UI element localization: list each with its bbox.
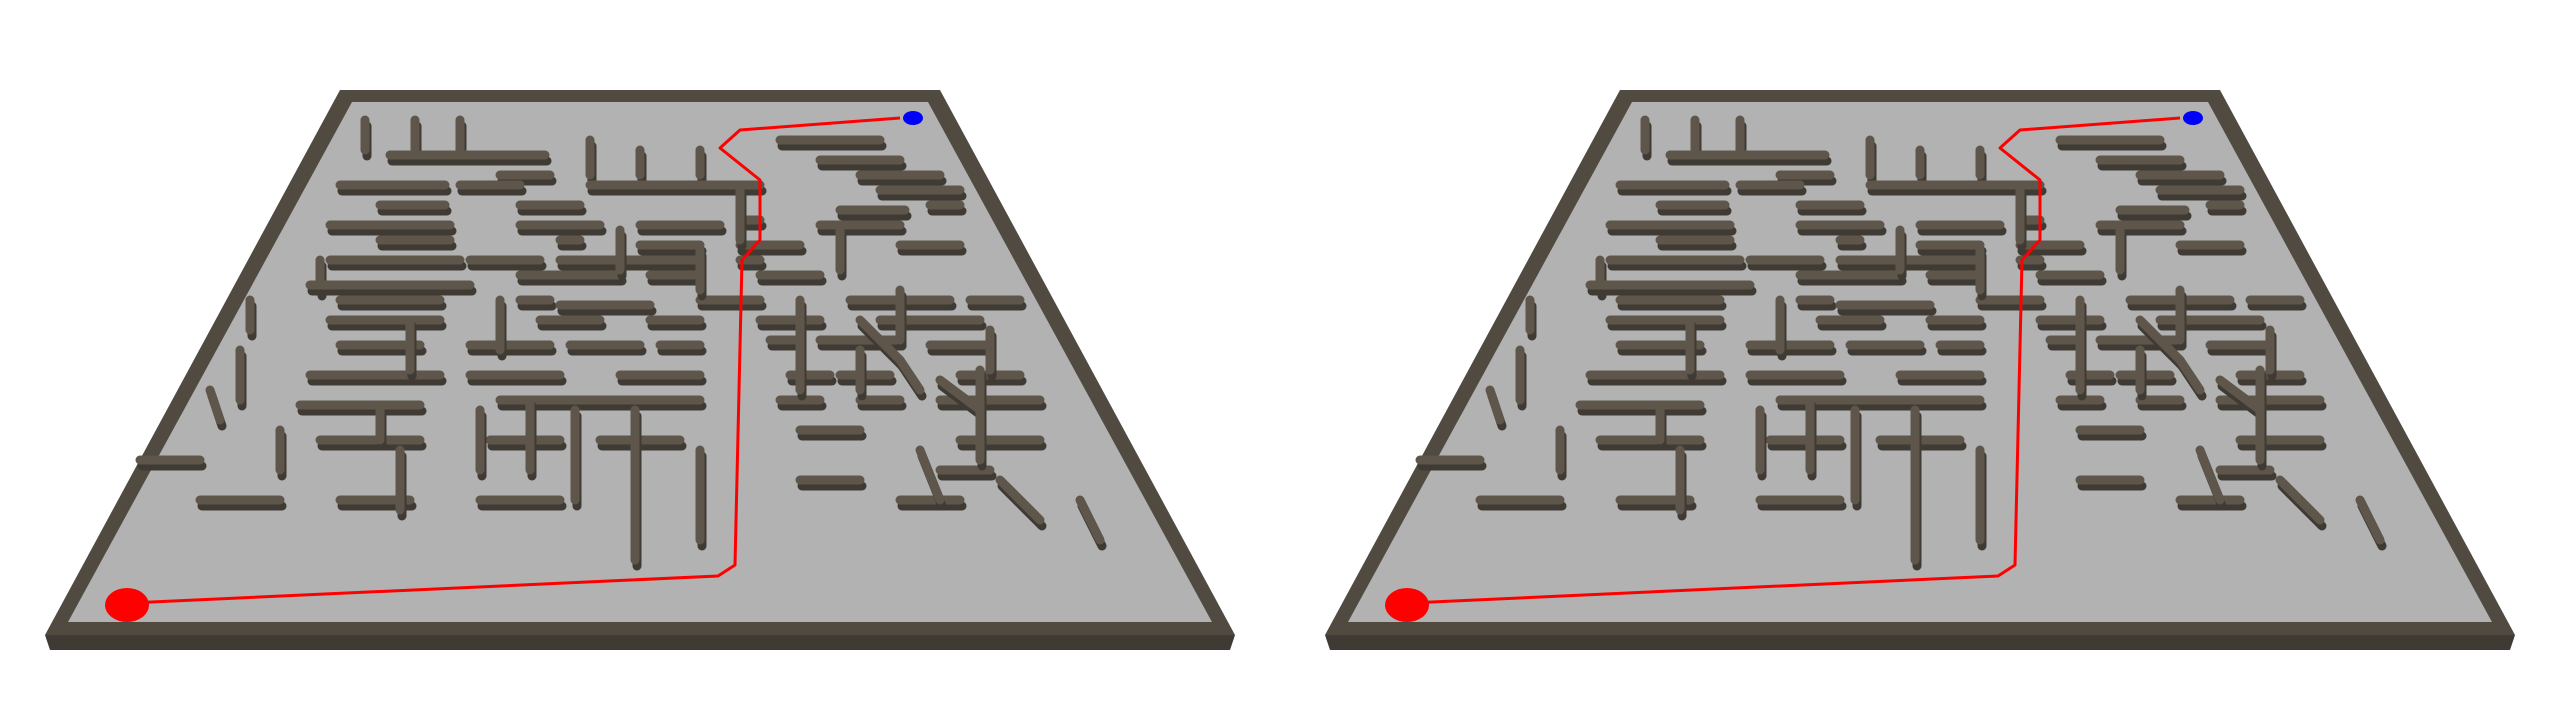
maze-wall (995, 475, 1045, 525)
maze-wall (205, 385, 225, 425)
maze-wall (1075, 495, 1105, 545)
maze-wall (2355, 495, 2385, 545)
maze-walls (1415, 115, 2387, 571)
maze-view-right (1325, 90, 2515, 650)
maze-wall (2175, 355, 2205, 395)
maze-wall (2195, 445, 2225, 505)
maze-wall (855, 315, 905, 365)
board-front-edge (45, 635, 1235, 650)
maze-wall (895, 355, 925, 395)
maze-wall (915, 445, 945, 505)
solution-path (1409, 116, 2181, 605)
solution-path (129, 116, 901, 605)
maze-view-left (45, 90, 1235, 650)
start-marker (105, 588, 149, 622)
maze-wall (935, 375, 985, 415)
maze-wall (2215, 375, 2265, 415)
goal-marker (2183, 111, 2203, 125)
maze-wall (2275, 475, 2325, 525)
maze-walls (135, 115, 1107, 571)
board-front-edge (1325, 635, 2515, 650)
start-marker (1385, 588, 1429, 622)
goal-marker (903, 111, 923, 125)
maze-wall (2135, 315, 2185, 365)
maze-wall (1485, 385, 1505, 425)
